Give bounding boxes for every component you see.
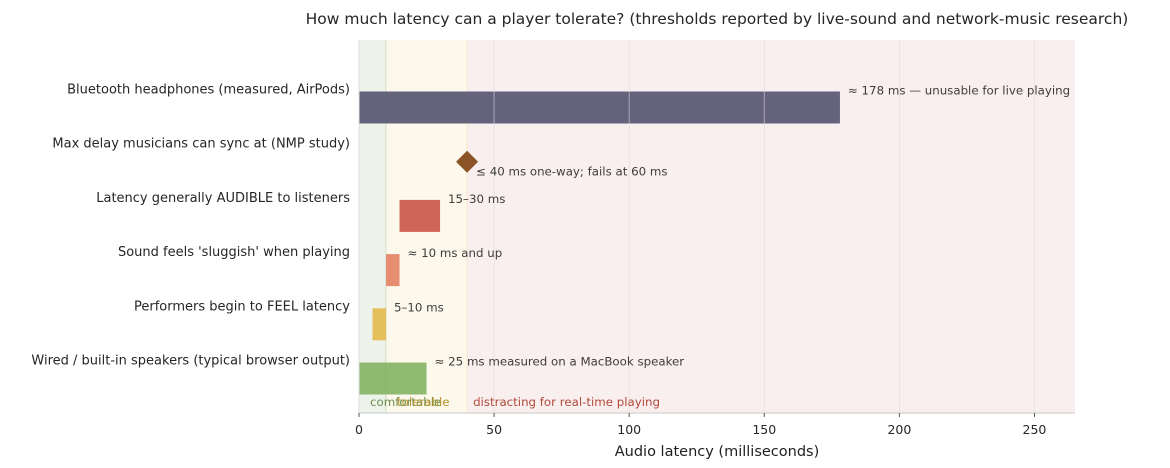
- bar-4: [399, 199, 441, 232]
- annotation-6: ≈ 178 ms — unusable for live playing: [848, 84, 1070, 98]
- x-tick-label-200: 200: [887, 422, 911, 437]
- category-labels: Wired / built-in speakers (typical brows…: [31, 83, 350, 369]
- bar-3: [386, 254, 400, 287]
- annotation-1: ≈ 25 ms measured on a MacBook speaker: [435, 355, 685, 369]
- x-tick-label-50: 50: [486, 422, 502, 437]
- bars-layer: [359, 91, 840, 395]
- category-label-6: Bluetooth headphones (measured, AirPods): [67, 83, 350, 98]
- bar-6: [359, 91, 840, 124]
- annotations: ≈ 25 ms measured on a MacBook speaker 5–1…: [370, 84, 1070, 410]
- annotation-3: ≈ 10 ms and up: [408, 246, 503, 260]
- annotation-2: 5–10 ms: [394, 300, 444, 314]
- category-label-5: Max delay musicians can sync at (NMP stu…: [52, 137, 350, 152]
- category-label-4: Latency generally AUDIBLE to listeners: [96, 191, 350, 206]
- chart-title: How much latency can a player tolerate? …: [306, 10, 1129, 28]
- bar-2: [372, 308, 387, 341]
- x-tick-label-150: 150: [752, 422, 776, 437]
- category-label-3: Sound feels 'sluggish' when playing: [118, 245, 350, 260]
- zone-label-1: comfortable: [370, 395, 441, 409]
- zone-label-2: tolerable: [397, 395, 449, 409]
- marker-5: [456, 150, 479, 173]
- annotation-4: 15–30 ms: [448, 192, 505, 206]
- annotation-5: ≤ 40 ms one-way; fails at 60 ms: [476, 165, 667, 179]
- x-axis-label: Audio latency (milliseconds): [615, 444, 820, 460]
- category-label-2: Performers begin to FEEL latency: [134, 299, 350, 314]
- x-tick-label-0: 0: [355, 422, 363, 437]
- category-label-1: Wired / built-in speakers (typical brows…: [31, 354, 350, 369]
- bar-1: [359, 362, 427, 395]
- zone-label-3: distracting for real-time playing: [473, 395, 660, 409]
- x-tick-label-250: 250: [1023, 422, 1047, 437]
- x-axis: 0 50 100 150 200 250: [355, 40, 1075, 437]
- x-tick-label-100: 100: [617, 422, 641, 437]
